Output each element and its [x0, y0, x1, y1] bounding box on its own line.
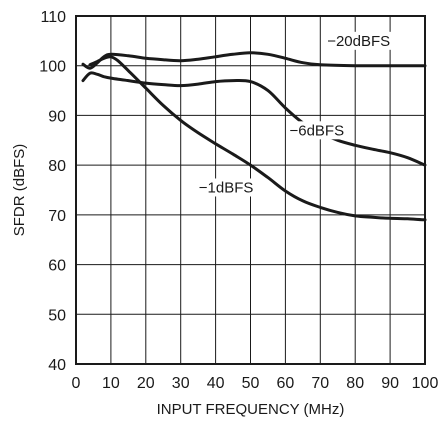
- annotation-background: [195, 178, 257, 197]
- series-annotations: −20dBFS −6dBFS −1dBFS: [195, 31, 394, 197]
- x-tick-label: 100: [412, 375, 439, 392]
- plot-frame: [75, 15, 426, 365]
- y-tick-label: 50: [48, 307, 66, 324]
- x-tick-label: 30: [172, 375, 190, 392]
- annotation-background: [324, 31, 394, 50]
- y-tick-label: 90: [48, 108, 66, 125]
- y-tick-label: 70: [48, 208, 66, 225]
- series-line-2: [88, 55, 427, 222]
- y-tick-label: 60: [48, 258, 66, 275]
- x-tick-label: 50: [242, 375, 260, 392]
- series-annotation-2: −1dBFS: [199, 179, 254, 196]
- y-tick-labels: 40 50 60 70 80 90 100 110: [39, 9, 66, 374]
- x-tick-labels: 0 10 20 30 40 50 60 70 80 90 100: [72, 375, 439, 392]
- y-tick-label: 100: [39, 59, 66, 76]
- x-tick-label: 80: [346, 375, 364, 392]
- series-lines: [81, 51, 427, 222]
- y-tick-label: 40: [48, 357, 66, 374]
- x-tick-label: 70: [311, 375, 329, 392]
- series-line-1: [81, 71, 427, 167]
- x-tick-label: 90: [381, 375, 399, 392]
- x-axis-label: INPUT FREQUENCY (MHz): [157, 401, 345, 418]
- series-line-0: [81, 51, 427, 70]
- x-tick-label: 0: [72, 375, 81, 392]
- annotation-background: [286, 121, 348, 140]
- x-tick-label: 40: [207, 375, 225, 392]
- y-tick-label: 110: [40, 9, 66, 26]
- y-tick-label: 80: [48, 158, 66, 175]
- series-annotation-1: −6dBFS: [289, 122, 344, 139]
- x-tick-label: 10: [102, 375, 120, 392]
- x-tick-label: 60: [277, 375, 295, 392]
- x-tick-label: 20: [137, 375, 155, 392]
- y-axis-label: SFDR (dBFS): [11, 144, 28, 237]
- series-annotation-0: −20dBFS: [327, 33, 390, 50]
